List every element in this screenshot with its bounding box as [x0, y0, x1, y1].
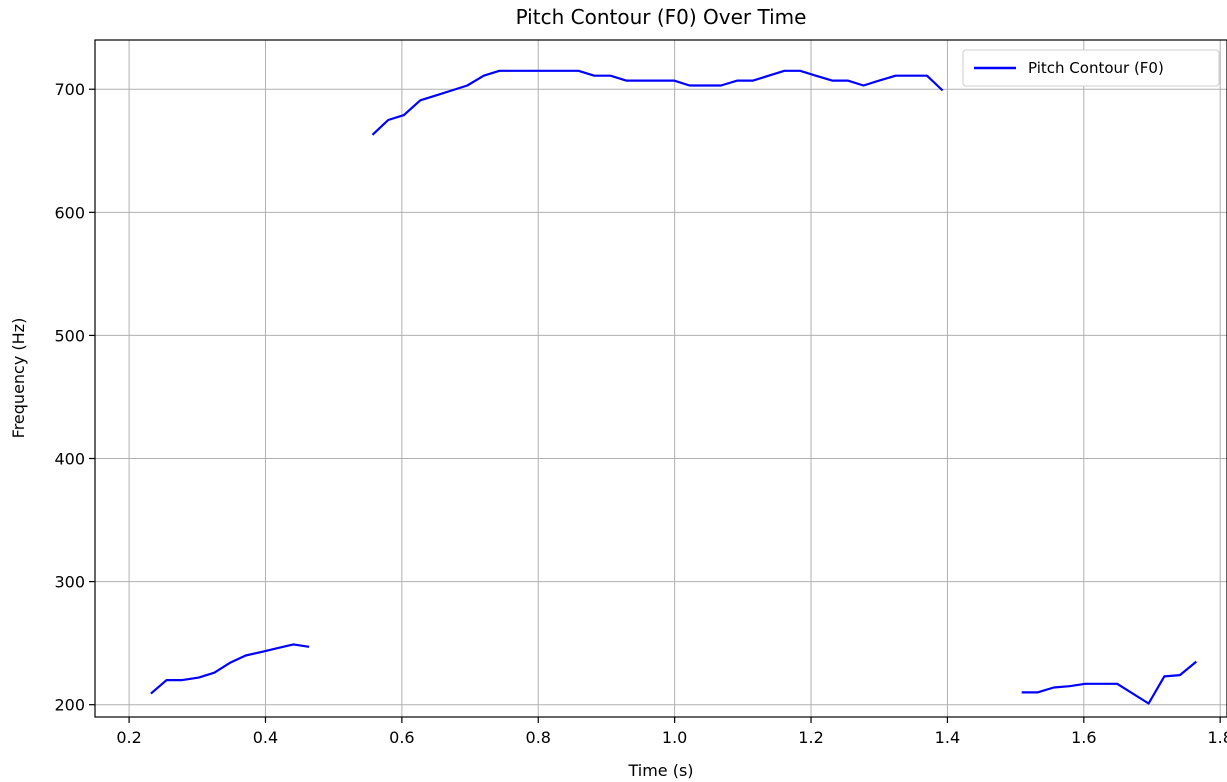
x-tick-label: 0.6	[389, 728, 414, 747]
y-tick-label: 700	[54, 80, 85, 99]
x-tick-label: 1.0	[662, 728, 687, 747]
y-tick-label: 400	[54, 450, 85, 469]
x-tick-label: 1.6	[1071, 728, 1096, 747]
plot-frame	[94, 39, 1227, 718]
x-tick-label: 1.4	[935, 728, 960, 747]
y-axis: 200 300 400 500 600 700	[54, 80, 95, 715]
legend-label: Pitch Contour (F0)	[1028, 59, 1164, 77]
pitch-series-line	[371, 69, 944, 136]
x-tick-label: 1.8	[1207, 728, 1227, 747]
x-tick-label: 0.2	[116, 728, 141, 747]
x-tick-label: 1.2	[798, 728, 823, 747]
pitch-series-line	[1021, 660, 1197, 705]
grid	[95, 40, 1227, 717]
pitch-series-line	[150, 643, 310, 695]
x-axis-label: Time (s)	[627, 761, 693, 780]
x-tick-label: 0.8	[526, 728, 551, 747]
plot-area	[150, 69, 1197, 705]
y-tick-label: 600	[54, 203, 85, 222]
y-axis-label: Frequency (Hz)	[9, 318, 28, 439]
y-tick-label: 200	[54, 696, 85, 715]
x-tick-label: 0.4	[253, 728, 278, 747]
chart-title: Pitch Contour (F0) Over Time	[516, 5, 807, 29]
y-tick-label: 300	[54, 573, 85, 592]
legend-box	[962, 49, 1220, 87]
y-tick-label: 500	[54, 326, 85, 345]
legend: Pitch Contour (F0)	[962, 49, 1220, 87]
x-axis: 0.2 0.4 0.6 0.8 1.0 1.2 1.4 1.6 1.8	[116, 717, 1227, 747]
